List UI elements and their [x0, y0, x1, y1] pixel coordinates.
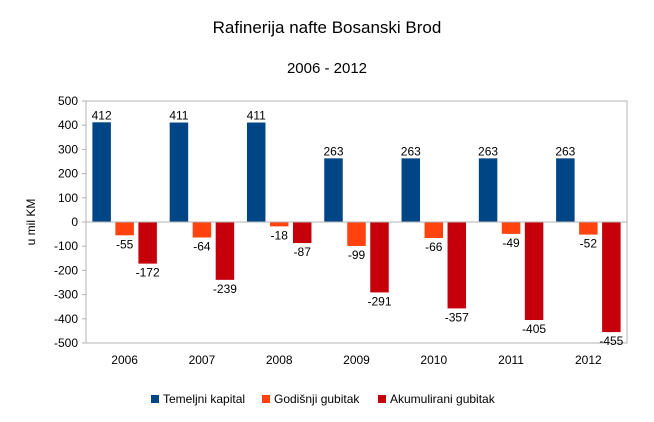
bar — [447, 222, 467, 309]
data-label: 412 — [92, 108, 112, 122]
bars-group — [86, 122, 627, 333]
bar — [602, 222, 621, 333]
legend: Temeljni kapital Godišnji gubitak Akumulir… — [151, 392, 496, 406]
bar — [524, 222, 544, 321]
y-axis-label: u mil KM — [24, 199, 38, 246]
legend-label: Temeljni kapital — [163, 392, 245, 406]
y-tick-label: -200 — [54, 263, 78, 277]
bar — [269, 222, 289, 227]
bar — [246, 122, 266, 222]
data-label: -239 — [213, 282, 237, 296]
bar — [579, 222, 598, 235]
data-label: 263 — [401, 144, 421, 158]
bar — [292, 222, 312, 244]
bar — [138, 222, 157, 264]
data-label: 411 — [247, 109, 266, 123]
data-label: 263 — [323, 144, 343, 158]
bar — [424, 222, 444, 238]
chart-title: Rafinerija nafte Bosanski Brod — [213, 18, 442, 37]
x-tick-label: 2007 — [189, 353, 216, 367]
data-label: 263 — [555, 144, 575, 158]
bar — [347, 222, 366, 246]
data-label: -455 — [599, 334, 623, 348]
legend-swatch — [262, 395, 270, 403]
data-label: -64 — [193, 239, 211, 253]
y-tick-label: 300 — [58, 142, 78, 156]
bar — [370, 222, 389, 293]
data-label: -405 — [522, 322, 546, 336]
y-tick-label: 400 — [58, 118, 78, 132]
y-tick-label: -100 — [54, 239, 78, 253]
x-tick-label: 2006 — [111, 353, 138, 367]
x-tick-label: 2010 — [420, 353, 447, 367]
data-labels-group: 412 -55 -172 411 -64 -239 411 -18 -87 263 -99 -291 2… — [92, 108, 624, 348]
bar — [169, 122, 189, 222]
data-label: 263 — [478, 144, 498, 158]
bar — [401, 158, 421, 222]
bar — [92, 122, 111, 222]
y-axis: 500 400 300 200 100 0 -100 -200 -300 -400 -500 — [54, 94, 86, 350]
legend-swatch — [151, 395, 159, 403]
y-tick-label: -500 — [54, 336, 78, 350]
bar — [556, 158, 575, 222]
data-label: -87 — [294, 245, 312, 259]
bar — [324, 158, 343, 222]
data-label: -99 — [348, 248, 366, 262]
legend-label: Godišnji gubitak — [274, 392, 360, 406]
x-axis: 2006 2007 2008 2009 2010 2011 2012 — [111, 353, 602, 367]
x-tick-label: 2009 — [343, 353, 370, 367]
data-label: -49 — [502, 236, 520, 250]
data-label: -18 — [271, 228, 289, 242]
bar — [501, 222, 521, 234]
legend-label: Akumulirani gubitak — [390, 392, 496, 406]
data-label: -52 — [580, 237, 598, 251]
bar — [215, 222, 235, 280]
data-label: -55 — [116, 237, 134, 251]
data-label: -66 — [425, 240, 443, 254]
x-tick-label: 2011 — [498, 353, 524, 367]
y-tick-label: 0 — [71, 215, 78, 229]
y-tick-label: 200 — [58, 167, 78, 181]
y-tick-label: -400 — [54, 312, 78, 326]
bar — [478, 158, 498, 222]
y-tick-label: 500 — [58, 94, 78, 108]
bar — [115, 222, 134, 236]
bar — [192, 222, 212, 238]
legend-swatch — [378, 395, 386, 403]
data-label: -357 — [445, 310, 469, 324]
y-tick-label: 100 — [58, 191, 78, 205]
y-tick-label: -300 — [54, 288, 78, 302]
data-label: -172 — [136, 266, 160, 280]
data-label: -291 — [367, 294, 391, 308]
chart-subtitle: 2006 - 2012 — [287, 60, 367, 77]
data-label: 411 — [169, 109, 188, 123]
x-tick-label: 2008 — [266, 353, 293, 367]
x-tick-label: 2012 — [575, 353, 602, 367]
